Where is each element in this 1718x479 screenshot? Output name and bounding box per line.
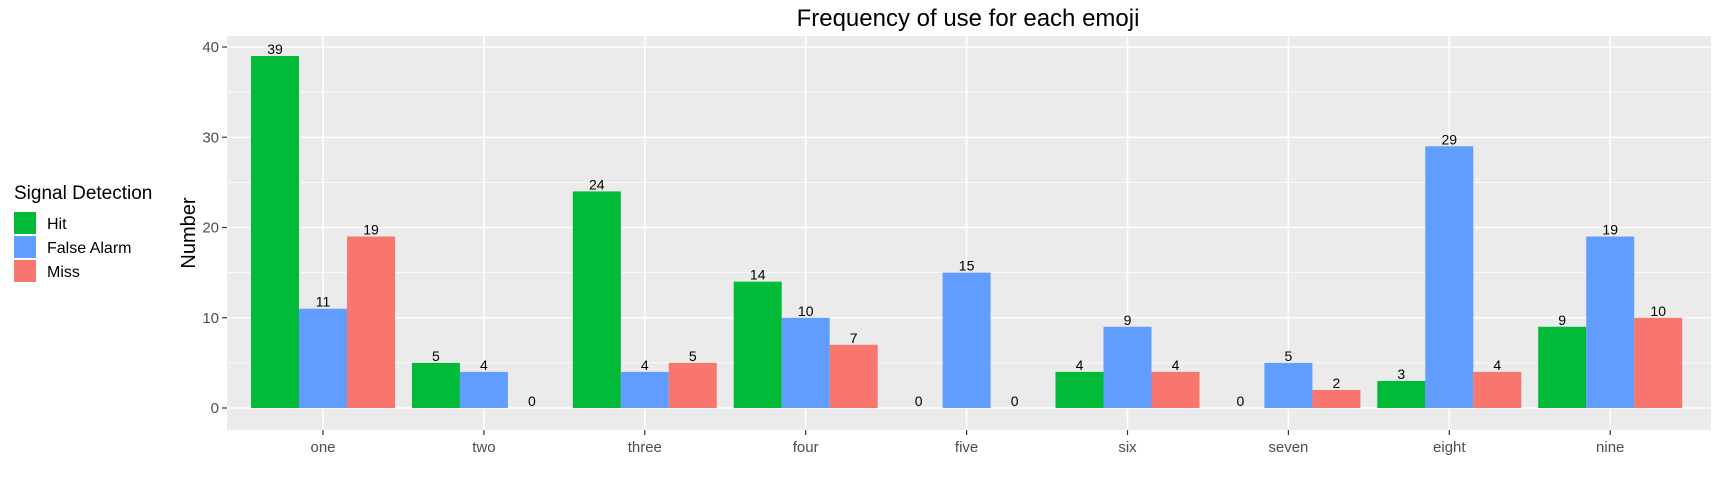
bar-one-false-alarm <box>299 308 347 408</box>
legend-swatch-false-alarm <box>14 236 36 258</box>
x-tick-label: three <box>628 439 662 456</box>
bar-two-false-alarm <box>459 371 508 408</box>
x-tick-label: eight <box>1433 439 1466 456</box>
bar-value-label: 0 <box>915 393 923 409</box>
bar-nine-miss <box>1634 317 1683 408</box>
y-tick-label: 20 <box>202 220 219 237</box>
bar-value-label: 0 <box>1011 393 1019 409</box>
bar-value-label: 10 <box>798 303 814 319</box>
bar-value-label: 5 <box>432 348 440 364</box>
y-tick-label: 40 <box>202 39 219 56</box>
legend: Signal Detection Hit False Alarm Miss <box>14 183 152 282</box>
legend-swatch-hit <box>14 212 36 234</box>
bar-value-label: 4 <box>480 357 488 373</box>
bar-three-false-alarm <box>620 371 669 408</box>
bar-one-miss <box>347 236 395 408</box>
x-tick-label: four <box>793 439 819 456</box>
bar-value-label: 0 <box>528 393 536 409</box>
bar-value-label: 39 <box>267 41 283 57</box>
bar-eight-hit <box>1377 380 1426 408</box>
bar-value-label: 0 <box>1237 393 1245 409</box>
x-tick-label: seven <box>1268 439 1308 456</box>
x-tick-label: nine <box>1596 439 1624 456</box>
bar-six-false-alarm <box>1103 326 1152 408</box>
bar-five-false-alarm <box>942 272 991 408</box>
legend-label: Hit <box>47 216 67 233</box>
bar-three-hit <box>572 191 621 408</box>
bar-value-label: 24 <box>589 176 605 192</box>
bar-value-label: 4 <box>1172 357 1180 373</box>
y-tick-label: 0 <box>211 400 219 417</box>
y-tick-label: 30 <box>202 129 219 146</box>
chart-title: Frequency of use for each emoji <box>797 5 1140 32</box>
bar-value-label: 19 <box>1602 222 1618 238</box>
bar-seven-miss <box>1312 389 1361 408</box>
x-tick-label: two <box>472 439 495 456</box>
x-tick-label: six <box>1118 439 1137 456</box>
y-axis-title: Number <box>178 197 200 268</box>
bar-value-label: 5 <box>689 348 697 364</box>
bar-value-label: 4 <box>1493 357 1501 373</box>
bar-four-hit <box>733 281 782 408</box>
x-axis: one two three four five six seven eight nine <box>310 430 1624 456</box>
bar-value-label: 29 <box>1442 131 1458 147</box>
bar-value-label: 4 <box>1076 357 1084 373</box>
bar-value-label: 14 <box>750 267 766 283</box>
legend-label: False Alarm <box>47 240 131 257</box>
bar-value-label: 9 <box>1558 312 1566 328</box>
bar-one-hit <box>251 56 299 409</box>
x-tick-label: one <box>310 439 335 456</box>
y-tick-label: 10 <box>202 310 219 327</box>
bar-six-hit <box>1055 371 1104 408</box>
bar-value-label: 11 <box>316 294 331 310</box>
bar-value-label: 9 <box>1124 312 1132 328</box>
bar-nine-false-alarm <box>1586 236 1635 408</box>
bar-value-label: 15 <box>959 258 975 274</box>
bar-eight-false-alarm <box>1425 146 1474 408</box>
bar-value-label: 10 <box>1650 303 1666 319</box>
y-axis: 0 10 20 30 40 <box>202 39 227 417</box>
bar-four-miss <box>829 344 878 408</box>
bar-value-label: 19 <box>363 222 379 238</box>
bar-labels: 39 11 19 5 4 0 24 4 5 14 10 7 0 15 0 4 9 4 0 5 2 3 29 4 9 19 10 <box>267 41 1666 409</box>
bar-seven-false-alarm <box>1264 362 1313 408</box>
legend-swatch-miss <box>14 260 36 282</box>
x-tick-label: five <box>955 439 978 456</box>
bar-nine-hit <box>1538 326 1587 408</box>
bar-value-label: 2 <box>1333 375 1341 391</box>
bar-value-label: 7 <box>850 330 858 346</box>
bar-value-label: 3 <box>1397 366 1405 382</box>
bar-value-label: 4 <box>641 357 649 373</box>
bar-eight-miss <box>1473 371 1522 408</box>
bar-three-miss <box>668 362 717 408</box>
bar-value-label: 5 <box>1285 348 1293 364</box>
legend-title: Signal Detection <box>14 183 152 204</box>
legend-label: Miss <box>47 264 80 281</box>
bars <box>251 56 1683 409</box>
bar-six-miss <box>1151 371 1200 408</box>
bar-two-hit <box>411 362 460 408</box>
bar-four-false-alarm <box>781 317 830 408</box>
